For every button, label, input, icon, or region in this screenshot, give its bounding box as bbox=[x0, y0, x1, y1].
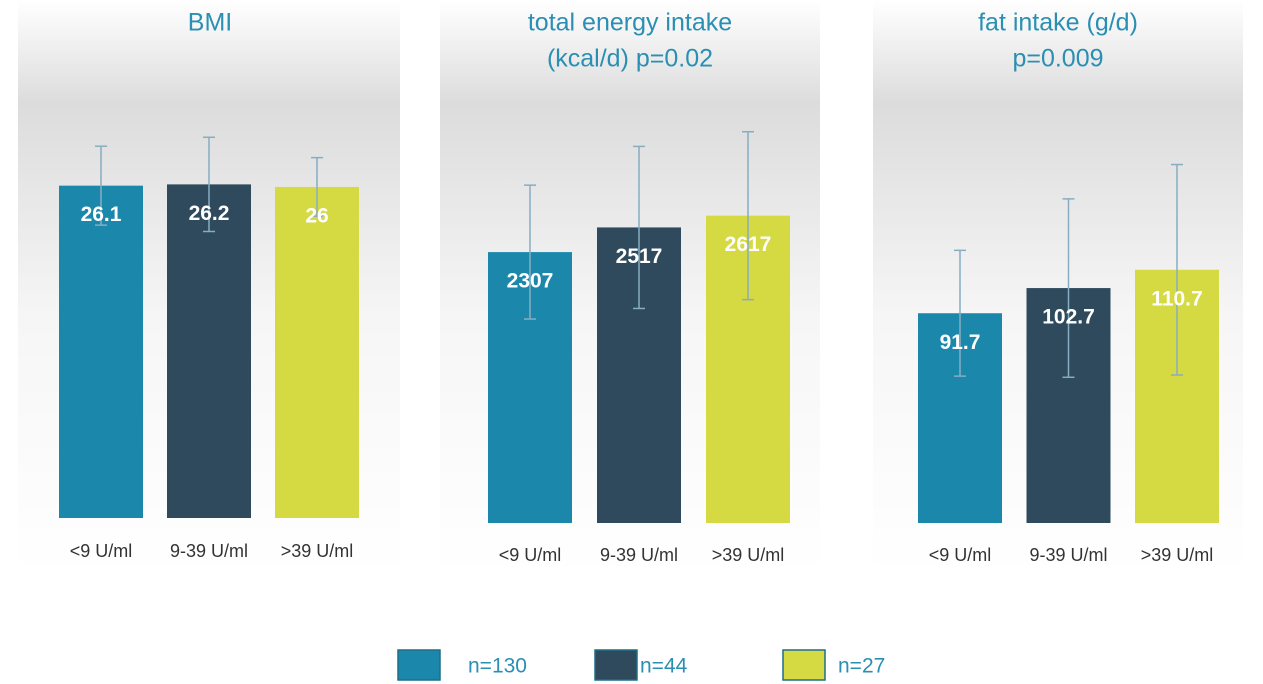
data-label: 26.2 bbox=[189, 202, 230, 225]
x-tick-label: 9-39 U/ml bbox=[1029, 545, 1107, 565]
data-label: 26 bbox=[305, 204, 328, 227]
legend-label: n=27 bbox=[838, 655, 885, 678]
chart-title: p=0.009 bbox=[1012, 45, 1103, 73]
x-tick-label: <9 U/ml bbox=[70, 541, 133, 561]
x-tick-label: 9-39 U/ml bbox=[600, 545, 678, 565]
x-tick-label: 9-39 U/ml bbox=[170, 541, 248, 561]
legend-label: n=44 bbox=[640, 655, 688, 678]
data-label: 2617 bbox=[725, 233, 772, 256]
data-label: 26.1 bbox=[81, 203, 122, 226]
data-label: 102.7 bbox=[1042, 306, 1095, 329]
x-tick-label: >39 U/ml bbox=[1141, 545, 1214, 565]
legend-swatch bbox=[594, 649, 638, 681]
data-label: 91.7 bbox=[940, 331, 981, 354]
x-tick-label: <9 U/ml bbox=[929, 545, 992, 565]
legend-label: n=130 bbox=[468, 655, 527, 678]
chart-title: BMI bbox=[188, 9, 232, 37]
chart-title: fat intake (g/d) bbox=[978, 9, 1138, 37]
data-label: 2517 bbox=[616, 245, 663, 268]
bar bbox=[167, 184, 251, 519]
bar bbox=[275, 186, 359, 518]
chart-title: (kcal/d) p=0.02 bbox=[547, 45, 713, 73]
chart-title: total energy intake bbox=[528, 9, 732, 37]
data-label: 2307 bbox=[507, 270, 554, 293]
legend-swatch bbox=[397, 649, 441, 681]
x-tick-label: >39 U/ml bbox=[281, 541, 354, 561]
x-tick-label: >39 U/ml bbox=[712, 545, 785, 565]
data-label: 110.7 bbox=[1151, 287, 1202, 310]
x-tick-label: <9 U/ml bbox=[499, 545, 562, 565]
legend-swatch bbox=[782, 649, 826, 681]
bar bbox=[59, 185, 143, 518]
